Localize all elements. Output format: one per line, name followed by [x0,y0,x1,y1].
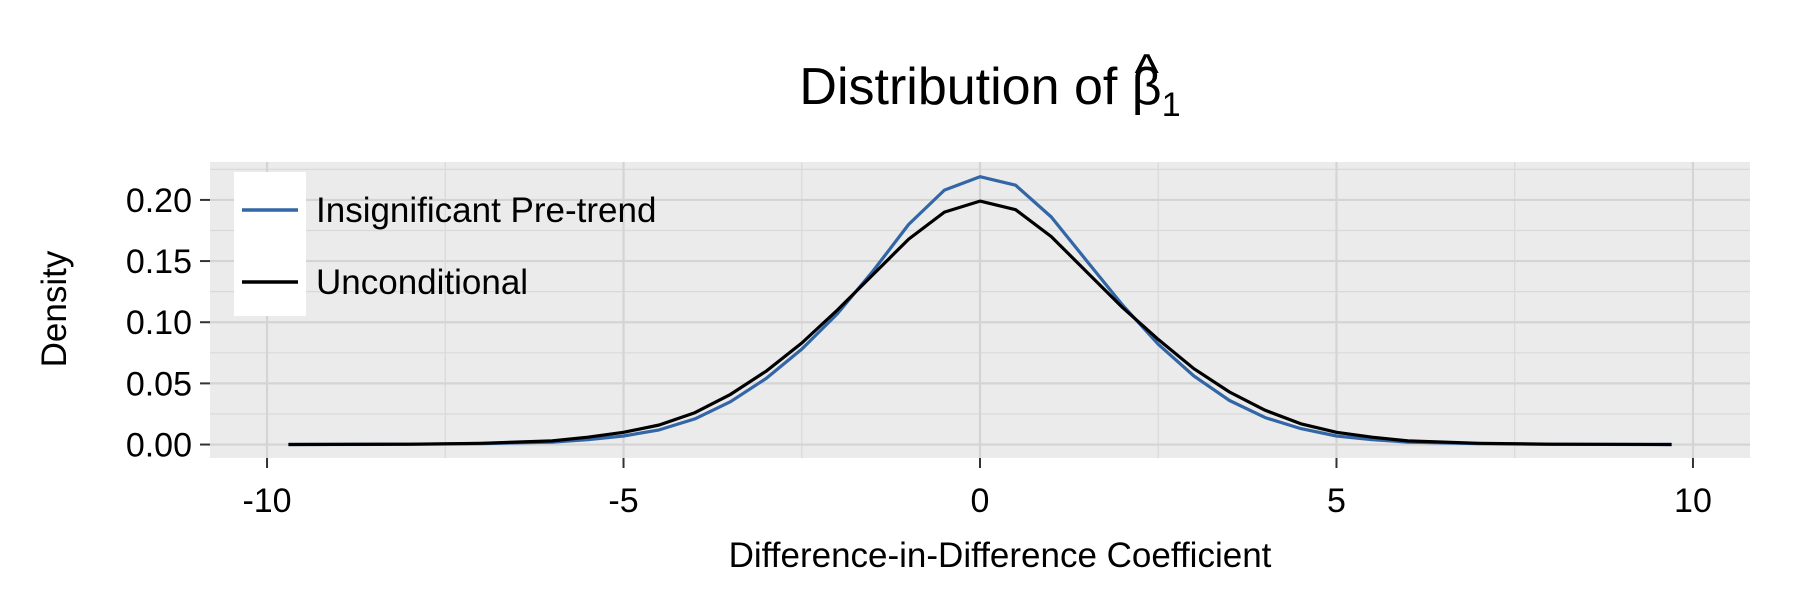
legend-label-0: Insignificant Pre-trend [316,191,656,230]
legend-label-1: Unconditional [316,263,528,302]
y-axis-label: Density [35,250,74,367]
chart-title: Distribution of β1 [799,58,1180,124]
y-tick-label: 0.10 [126,304,192,342]
x-tick-label: 5 [1327,482,1346,520]
y-tick-label: 0.20 [126,182,192,220]
x-tick-label: 0 [971,482,990,520]
chart-title-symbol: β [1132,58,1162,116]
legend: Insignificant Pre-trend Unconditional [234,172,656,316]
x-axis-ticks: -10 -5 0 5 10 [242,458,1712,520]
chart-title-prefix: Distribution of [799,58,1131,116]
x-tick-label: -10 [242,482,291,520]
y-tick-label: 0.15 [126,243,192,281]
y-axis-ticks: 0.00 0.05 0.10 0.15 0.20 [126,182,210,465]
legend-key-box [234,172,306,316]
y-tick-label: 0.00 [126,427,192,465]
chart-title-hat: ^ [1134,44,1159,102]
series-layer [288,175,1672,447]
series-line-0 [288,175,1672,447]
y-tick-label: 0.05 [126,365,192,403]
series-line-1 [288,199,1672,447]
x-axis-label: Difference-in-Difference Coefficient [729,536,1272,575]
chart-title-subscript: 1 [1162,86,1181,124]
x-tick-label: 10 [1674,482,1712,520]
x-tick-label: -5 [608,482,638,520]
